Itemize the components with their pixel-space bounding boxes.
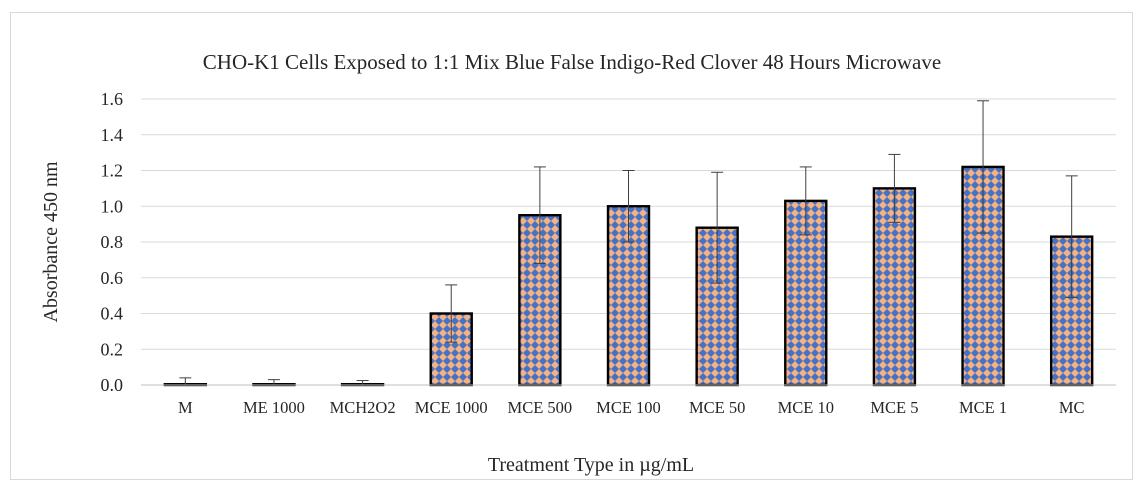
x-tick-labels: M ME 1000 MCH2O2 MCE 1000 MCE 500 MCE 100 MCE … [178, 398, 1085, 417]
x-tick-label: MCE 1000 [415, 398, 488, 417]
x-tick-label: MCE 10 [778, 398, 834, 417]
y-tick-label: 1.4 [101, 125, 124, 145]
error-bar [533, 166, 546, 264]
error-bar [799, 166, 812, 236]
error-bar [267, 379, 280, 385]
x-tick-label: MCH2O2 [330, 398, 396, 417]
x-tick-label: MC [1059, 398, 1085, 417]
bar-chart: CHO-K1 Cells Exposed to 1:1 Mix Blue Fal… [40, 50, 1116, 476]
error-bars [179, 100, 1078, 385]
x-tick-label: M [178, 398, 193, 417]
error-bar [1065, 175, 1078, 298]
y-tick-label: 1.2 [101, 161, 124, 181]
error-bar [622, 170, 635, 243]
chart-title: CHO-K1 Cells Exposed to 1:1 Mix Blue Fal… [203, 50, 941, 74]
error-bar [888, 153, 901, 223]
error-bar [356, 380, 369, 385]
error-bar [711, 171, 724, 284]
x-tick-label: MCE 1 [959, 398, 1007, 417]
y-tick-label: 0.4 [101, 304, 124, 324]
y-tick-label: 0.2 [101, 339, 124, 359]
y-tick-label: 0.0 [101, 375, 124, 395]
x-tick-label: MCE 500 [508, 398, 573, 417]
bar-mce-1000 [429, 312, 473, 387]
error-bar [445, 284, 458, 343]
error-bar [179, 377, 192, 385]
y-tick-label: 1.0 [101, 196, 124, 216]
x-tick-label: MCE 100 [596, 398, 661, 417]
y-tick-labels: 0.0 0.2 0.4 0.6 0.8 1.0 1.2 1.4 1.6 [101, 89, 124, 395]
x-tick-label: MCE 50 [689, 398, 745, 417]
y-tick-label: 0.8 [101, 232, 124, 252]
chart-frame: CHO-K1 Cells Exposed to 1:1 Mix Blue Fal… [10, 12, 1133, 480]
y-axis-title: Absorbance 450 nm [40, 161, 62, 323]
y-tick-label: 0.6 [101, 268, 124, 288]
error-bar [977, 100, 990, 234]
y-tick-label: 1.6 [101, 89, 124, 109]
x-axis-title: Treatment Type in µg/mL [488, 454, 694, 476]
x-tick-label: ME 1000 [243, 398, 305, 417]
x-tick-label: MCE 5 [870, 398, 918, 417]
